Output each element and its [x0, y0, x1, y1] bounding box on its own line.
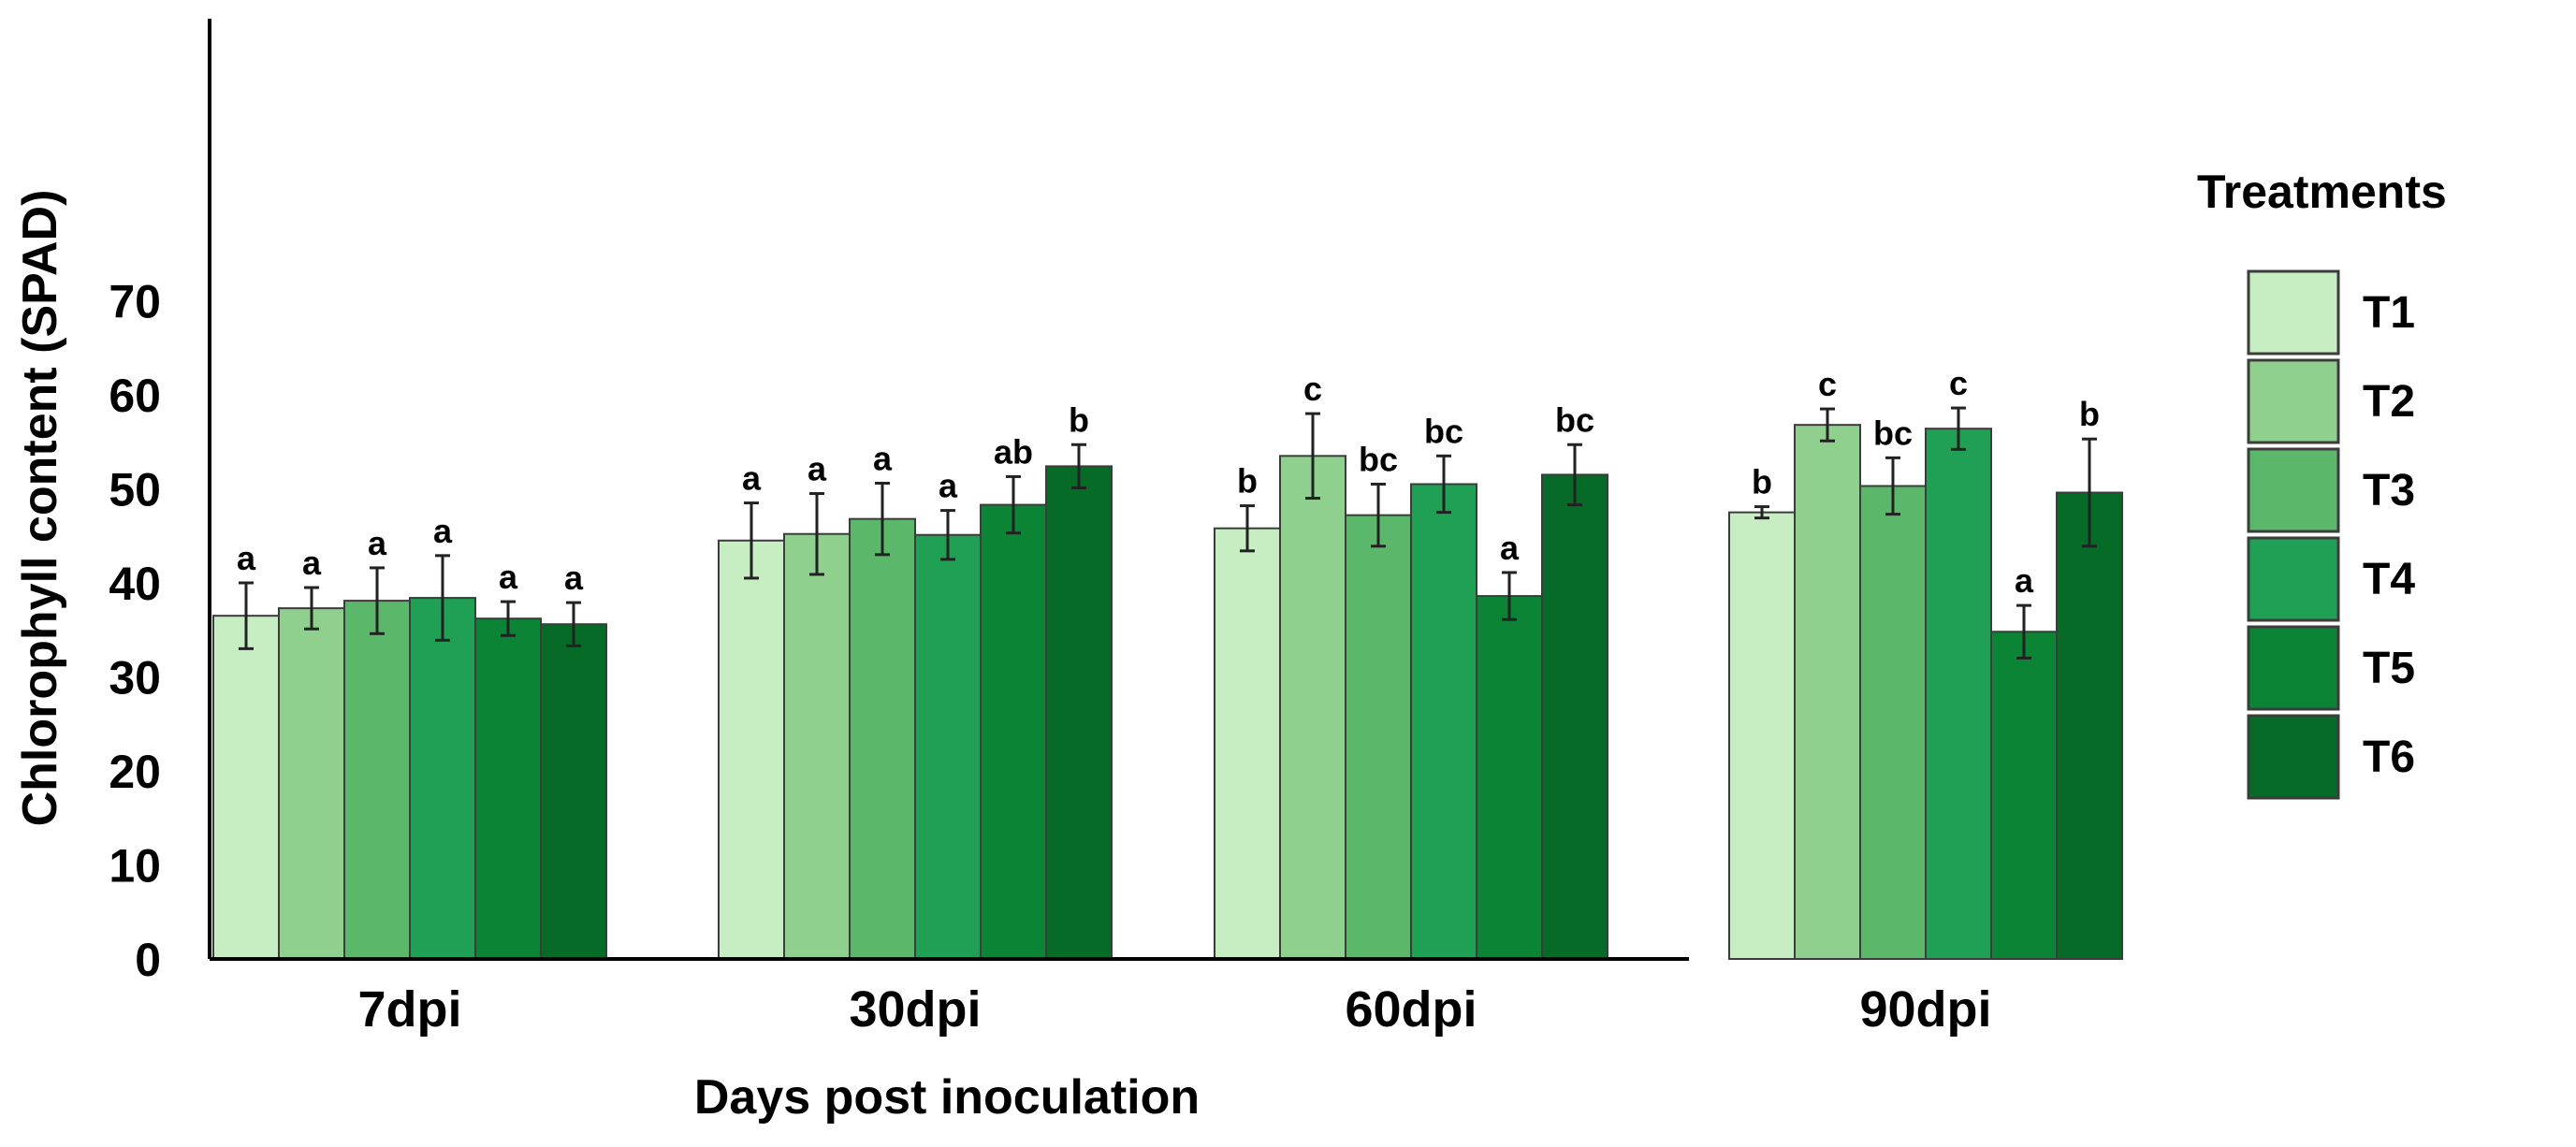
bar-T6-7dpi — [540, 623, 607, 960]
x-axis-title: Days post inoculation — [694, 1070, 1200, 1125]
bar-T4-30dpi — [914, 533, 982, 960]
legend-swatch-T6 — [2247, 714, 2340, 800]
significance-letter-T4-30dpi: a — [939, 467, 958, 505]
y-tick-label-30: 30 — [109, 652, 161, 704]
legend-swatch-T5 — [2247, 625, 2340, 711]
bar-T2-7dpi — [278, 607, 345, 960]
significance-letter-T1-90dpi: b — [1752, 463, 1772, 501]
bar-T2-90dpi — [1794, 424, 1861, 961]
significance-letter-T5-60dpi: a — [1500, 529, 1520, 567]
legend-title: Treatments — [2197, 166, 2447, 218]
bar-T6-60dpi — [1541, 473, 1608, 960]
significance-letter-T5-90dpi: a — [2015, 561, 2034, 600]
significance-letter-T6-7dpi: a — [564, 559, 584, 597]
bar-T5-60dpi — [1476, 595, 1543, 960]
significance-letter-T3-30dpi: a — [873, 439, 893, 477]
bar-T5-90dpi — [1990, 631, 2058, 960]
y-tick-label-50: 50 — [109, 464, 161, 516]
significance-letter-T1-30dpi: a — [742, 459, 762, 498]
bar-T6-90dpi — [2056, 491, 2123, 961]
bar-T1-90dpi — [1728, 511, 1796, 960]
x-category-labels: 7dpi 30dpi 60dpi 90dpi — [357, 981, 1991, 1038]
significance-letter-T2-90dpi: c — [1818, 365, 1837, 403]
y-tick-label-10: 10 — [109, 840, 161, 893]
significance-letter-T3-60dpi: bc — [1359, 440, 1398, 478]
legend: Treatments T1 T2 T3 T4 T5 T6 — [2197, 166, 2447, 800]
legend-swatch-T3 — [2247, 447, 2340, 533]
x-tick-label-7dpi: 7dpi — [357, 981, 461, 1038]
legend-swatch-T1 — [2247, 269, 2340, 356]
y-tick-label-70: 70 — [109, 276, 161, 328]
significance-letter-T6-60dpi: bc — [1555, 400, 1594, 439]
bar-T4-90dpi — [1925, 428, 1992, 960]
legend-label-T1: T1 — [2363, 288, 2415, 338]
significance-letter-T3-90dpi: bc — [1873, 414, 1913, 452]
legend-swatch-T4 — [2247, 536, 2340, 622]
bars-layer — [212, 424, 2123, 961]
bar-T1-30dpi — [718, 539, 785, 961]
bar-T4-60dpi — [1410, 483, 1477, 960]
x-tick-label-60dpi: 60dpi — [1345, 981, 1477, 1038]
significance-letter-T5-30dpi: ab — [994, 432, 1033, 471]
bar-T3-90dpi — [1859, 485, 1927, 960]
significance-letter-T4-60dpi: bc — [1424, 412, 1463, 450]
significance-letter-T6-90dpi: b — [2079, 395, 2100, 433]
bar-T3-60dpi — [1345, 514, 1412, 960]
bar-T2-60dpi — [1279, 455, 1346, 960]
legend-label-T6: T6 — [2363, 733, 2415, 782]
significance-letter-T2-60dpi: c — [1303, 370, 1322, 408]
legend-label-T3: T3 — [2363, 466, 2415, 515]
bar-T1-60dpi — [1214, 527, 1281, 961]
significance-letter-T3-7dpi: a — [368, 524, 387, 562]
y-tick-labels: 0 10 20 30 40 50 60 70 — [109, 276, 161, 987]
legend-items: T1 T2 T3 T4 T5 T6 — [2247, 269, 2415, 800]
y-tick-label-60: 60 — [109, 370, 161, 422]
x-tick-label-30dpi: 30dpi — [849, 981, 981, 1038]
significance-letter-T6-30dpi: b — [1069, 400, 1089, 439]
y-tick-label-20: 20 — [109, 746, 161, 798]
bar-T4-7dpi — [409, 597, 476, 961]
y-tick-label-0: 0 — [135, 934, 161, 986]
y-axis-title: Chlorophyll content (SPAD) — [13, 190, 67, 827]
bar-T2-30dpi — [783, 532, 851, 960]
bar-T3-30dpi — [849, 517, 916, 960]
legend-label-T4: T4 — [2363, 555, 2415, 604]
bar-T3-7dpi — [343, 600, 411, 960]
significance-letter-T2-7dpi: a — [302, 544, 322, 582]
bar-T1-7dpi — [212, 615, 280, 960]
legend-swatch-T2 — [2247, 358, 2340, 444]
error-bars-layer — [239, 406, 2097, 660]
y-tick-label-40: 40 — [109, 558, 161, 610]
significance-letter-T5-7dpi: a — [499, 558, 518, 596]
bar-T5-30dpi — [980, 503, 1047, 961]
significance-letter-T1-60dpi: b — [1237, 462, 1258, 501]
bar-T5-7dpi — [474, 617, 542, 960]
significance-letter-T4-7dpi: a — [433, 512, 453, 550]
significance-letter-T1-7dpi: a — [237, 539, 256, 577]
legend-label-T2: T2 — [2363, 377, 2415, 427]
significance-letter-T4-90dpi: c — [1949, 364, 1968, 402]
bar-T6-30dpi — [1045, 465, 1113, 960]
legend-label-T5: T5 — [2363, 644, 2415, 693]
significance-letter-T2-30dpi: a — [808, 450, 827, 488]
x-tick-label-90dpi: 90dpi — [1859, 981, 1991, 1038]
